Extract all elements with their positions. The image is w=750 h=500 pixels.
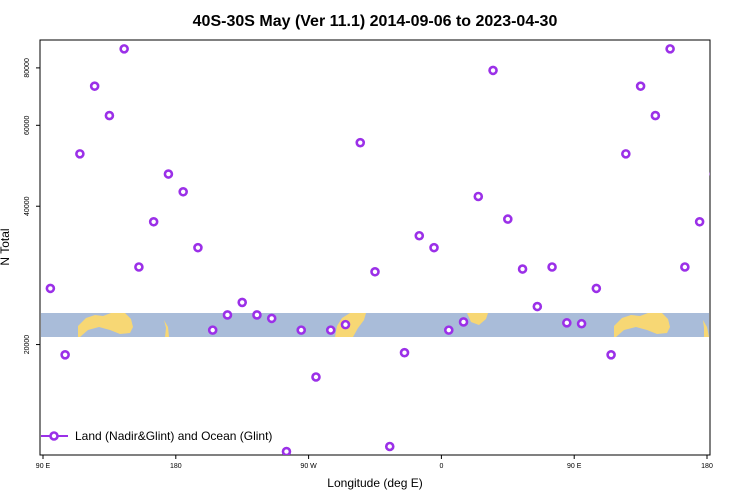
x-tick-label: 90 W: [300, 463, 317, 470]
x-tick-label: 90 E: [36, 463, 51, 470]
data-point: [606, 349, 616, 360]
y-tick-label: 40000: [24, 196, 31, 216]
y-tick-label: 80000: [24, 58, 31, 78]
data-point: [222, 310, 233, 320]
data-point: [60, 349, 70, 360]
data-point: [45, 283, 56, 294]
data-point: [665, 44, 675, 54]
ocean-band: [41, 313, 709, 337]
land-shapes: [78, 313, 709, 337]
data-point: [502, 214, 513, 224]
data-point: [414, 230, 425, 241]
land-south-africa: [467, 313, 488, 325]
data-point: [384, 441, 395, 452]
y-axis-label: N Total: [0, 228, 12, 265]
data-point: [207, 325, 218, 335]
data-point: [429, 242, 439, 253]
x-tick-label: 180: [170, 463, 182, 470]
data-point: [517, 264, 528, 274]
data-point: [325, 325, 336, 335]
chart-title: 40S-30S May (Ver 11.1) 2014-09-06 to 202…: [193, 13, 558, 30]
data-points: [45, 44, 710, 455]
data-point: [473, 191, 484, 202]
data-point: [650, 110, 661, 121]
data-point: [694, 216, 705, 227]
legend-label: Land (Nadir&Glint) and Ocean (Glint): [75, 429, 272, 443]
land-australia-left: [78, 313, 133, 337]
data-point: [119, 44, 129, 54]
data-point: [562, 318, 572, 328]
x-tick-label: 90 E: [567, 463, 582, 470]
y-tick-label: 60000: [24, 115, 31, 135]
data-point: [311, 372, 321, 382]
data-point: [547, 262, 557, 272]
data-point: [355, 137, 366, 148]
data-point: [532, 301, 543, 312]
data-point: [104, 110, 115, 121]
data-point: [621, 149, 631, 159]
x-tick-label: 180: [701, 463, 713, 470]
legend-marker: [49, 431, 59, 441]
data-point: [591, 283, 602, 294]
data-point: [680, 262, 690, 272]
land-new-zealand-right: [703, 320, 709, 337]
legend: Land (Nadir&Glint) and Ocean (Glint): [41, 429, 272, 443]
data-point: [266, 313, 277, 324]
data-point: [488, 65, 498, 76]
data-point: [148, 216, 159, 227]
y-axis: 20000 40000 60000 80000: [24, 58, 40, 354]
x-axis: 90 E 180 90 W 0 90 E 180: [36, 455, 713, 470]
data-point: [281, 446, 292, 455]
data-point: [340, 319, 351, 330]
data-point: [89, 81, 100, 91]
x-tick-label: 0: [439, 463, 443, 470]
x-axis-label: Longitude (deg E): [327, 476, 422, 490]
data-point: [635, 81, 646, 91]
data-point: [370, 266, 380, 277]
data-point: [75, 149, 85, 159]
data-point: [709, 172, 710, 176]
plot-frame: [39, 39, 711, 456]
land-new-zealand-left: [164, 320, 169, 337]
data-point: [193, 242, 203, 253]
data-point: [443, 325, 454, 335]
data-point: [134, 262, 144, 272]
land-australia-right: [614, 313, 670, 337]
data-point: [252, 310, 262, 320]
data-point: [178, 186, 188, 197]
data-point: [163, 169, 174, 179]
data-point: [576, 318, 587, 329]
data-point: [237, 297, 247, 308]
land-south-america: [335, 313, 366, 337]
data-point: [399, 347, 410, 358]
data-point: [458, 317, 469, 327]
data-point: [296, 325, 307, 335]
y-tick-label: 20000: [24, 335, 31, 355]
